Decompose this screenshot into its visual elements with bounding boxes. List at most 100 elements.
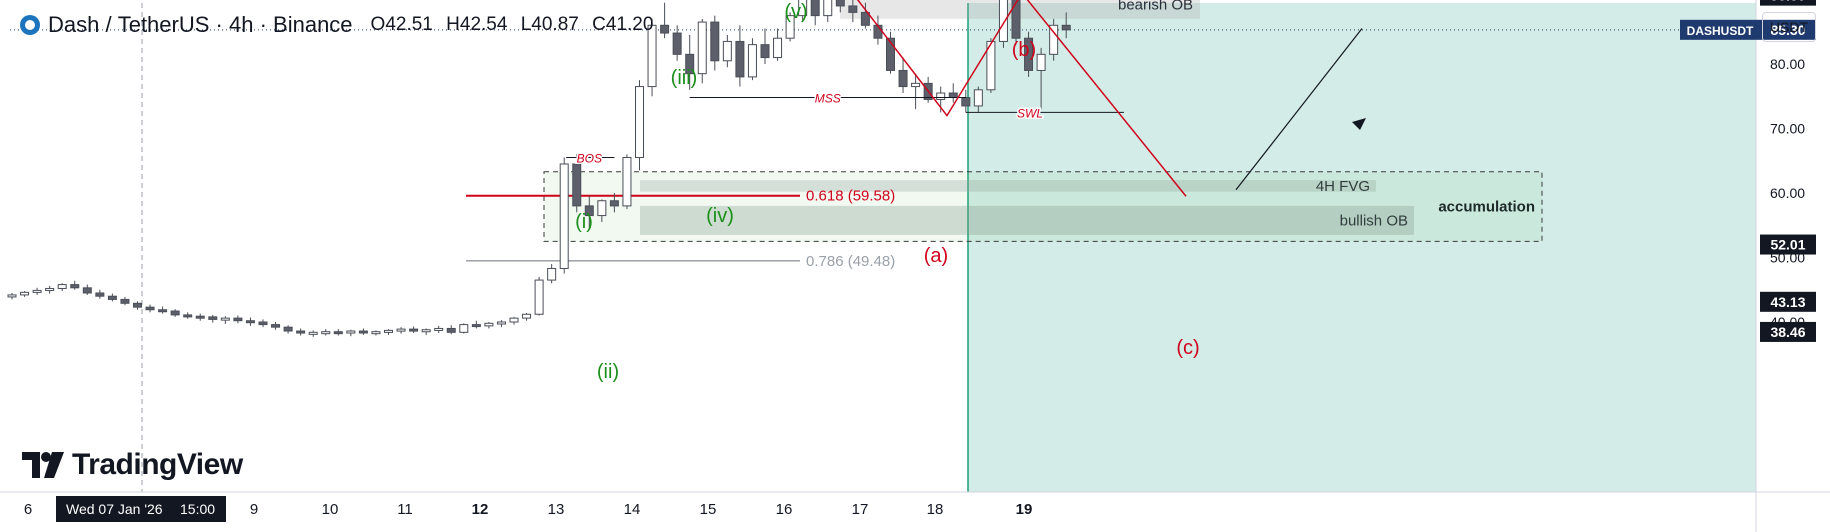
- candle[interactable]: [208, 314, 218, 323]
- bos-label: BOS: [577, 152, 602, 166]
- candle[interactable]: [773, 28, 783, 61]
- candle[interactable]: [647, 18, 657, 97]
- candle[interactable]: [911, 73, 921, 110]
- candle[interactable]: [195, 313, 205, 321]
- candle[interactable]: [107, 293, 117, 302]
- candle-body: [509, 317, 519, 323]
- candle-body: [835, 0, 845, 7]
- candle[interactable]: [534, 276, 544, 316]
- abc-correction-path: [856, 0, 1187, 197]
- candle[interactable]: [7, 292, 17, 300]
- separator-dot: ·: [253, 12, 274, 37]
- candle[interactable]: [886, 31, 895, 74]
- candle[interactable]: [609, 193, 619, 213]
- candle[interactable]: [509, 316, 519, 325]
- candle[interactable]: [697, 18, 707, 84]
- candle[interactable]: [396, 327, 406, 334]
- candle[interactable]: [45, 285, 55, 294]
- candle[interactable]: [584, 196, 594, 229]
- candle[interactable]: [810, 0, 820, 26]
- candle[interactable]: [333, 329, 343, 336]
- candle[interactable]: [245, 317, 255, 326]
- candle[interactable]: [471, 320, 481, 329]
- candle[interactable]: [622, 154, 632, 210]
- candle[interactable]: [685, 34, 695, 90]
- candle[interactable]: [346, 329, 356, 337]
- candle[interactable]: [986, 38, 996, 94]
- candle[interactable]: [170, 309, 180, 317]
- candle[interactable]: [1061, 12, 1071, 39]
- candle[interactable]: [371, 330, 381, 336]
- candle[interactable]: [1024, 31, 1034, 77]
- candle[interactable]: [358, 328, 368, 335]
- candle[interactable]: [722, 34, 732, 68]
- candle-body: [986, 40, 996, 91]
- candle[interactable]: [898, 57, 908, 94]
- time-tick-label: 17: [852, 501, 869, 518]
- candle-body: [1024, 37, 1034, 71]
- candle[interactable]: [20, 291, 30, 297]
- candle[interactable]: [82, 284, 92, 295]
- candle[interactable]: [848, 0, 858, 23]
- candle-body: [296, 330, 306, 334]
- candle[interactable]: [183, 312, 193, 319]
- currency-button[interactable]: USDT: [1762, 12, 1816, 42]
- candle[interactable]: [434, 325, 444, 333]
- candle[interactable]: [158, 306, 168, 314]
- candle[interactable]: [823, 0, 833, 23]
- candle[interactable]: [95, 289, 105, 299]
- candle[interactable]: [998, 0, 1008, 48]
- candle[interactable]: [283, 325, 293, 334]
- candle[interactable]: [760, 28, 770, 64]
- candle[interactable]: [923, 76, 933, 103]
- candle[interactable]: [409, 326, 419, 333]
- candle[interactable]: [57, 283, 67, 292]
- candle[interactable]: [735, 25, 745, 87]
- candle[interactable]: [559, 157, 569, 274]
- symbol-tag-label: DASHUSDT: [1687, 24, 1754, 38]
- candle[interactable]: [835, 0, 845, 13]
- candle[interactable]: [258, 319, 268, 328]
- candle[interactable]: [547, 263, 557, 284]
- candle[interactable]: [672, 25, 682, 61]
- time-tick-label: 15: [700, 501, 717, 518]
- candle[interactable]: [747, 38, 757, 81]
- candle[interactable]: [32, 287, 42, 295]
- candle[interactable]: [296, 328, 306, 336]
- candle[interactable]: [522, 312, 532, 321]
- candle[interactable]: [597, 199, 607, 223]
- candle[interactable]: [220, 316, 230, 324]
- candle[interactable]: [384, 329, 393, 335]
- candle[interactable]: [860, 2, 870, 29]
- price-tag-label: 52.01: [1770, 237, 1805, 253]
- candle[interactable]: [798, 0, 808, 23]
- candle[interactable]: [1049, 18, 1059, 61]
- candle[interactable]: [233, 315, 243, 324]
- candle[interactable]: [572, 154, 582, 213]
- candle[interactable]: [484, 322, 494, 329]
- fib-level-label: 0.618 (59.58): [806, 188, 895, 205]
- candle[interactable]: [660, 2, 670, 39]
- 4h-fvg-zone: [640, 180, 1376, 192]
- candle[interactable]: [321, 329, 331, 336]
- candle[interactable]: [496, 320, 506, 328]
- time-tick-label: 6: [24, 501, 32, 518]
- candle-body: [584, 205, 594, 217]
- candle-body: [559, 163, 569, 269]
- candle[interactable]: [446, 325, 456, 335]
- candle[interactable]: [271, 322, 281, 330]
- candle[interactable]: [120, 296, 130, 306]
- candle[interactable]: [133, 301, 142, 310]
- candle[interactable]: [70, 280, 80, 290]
- candle[interactable]: [635, 80, 644, 171]
- candle-body: [710, 21, 720, 62]
- candle[interactable]: [785, 12, 795, 42]
- candle[interactable]: [710, 15, 720, 71]
- candle[interactable]: [1036, 47, 1046, 110]
- candle[interactable]: [308, 330, 318, 337]
- candle[interactable]: [973, 86, 983, 113]
- candle[interactable]: [145, 304, 155, 313]
- candle[interactable]: [459, 323, 469, 334]
- candle[interactable]: [421, 328, 431, 335]
